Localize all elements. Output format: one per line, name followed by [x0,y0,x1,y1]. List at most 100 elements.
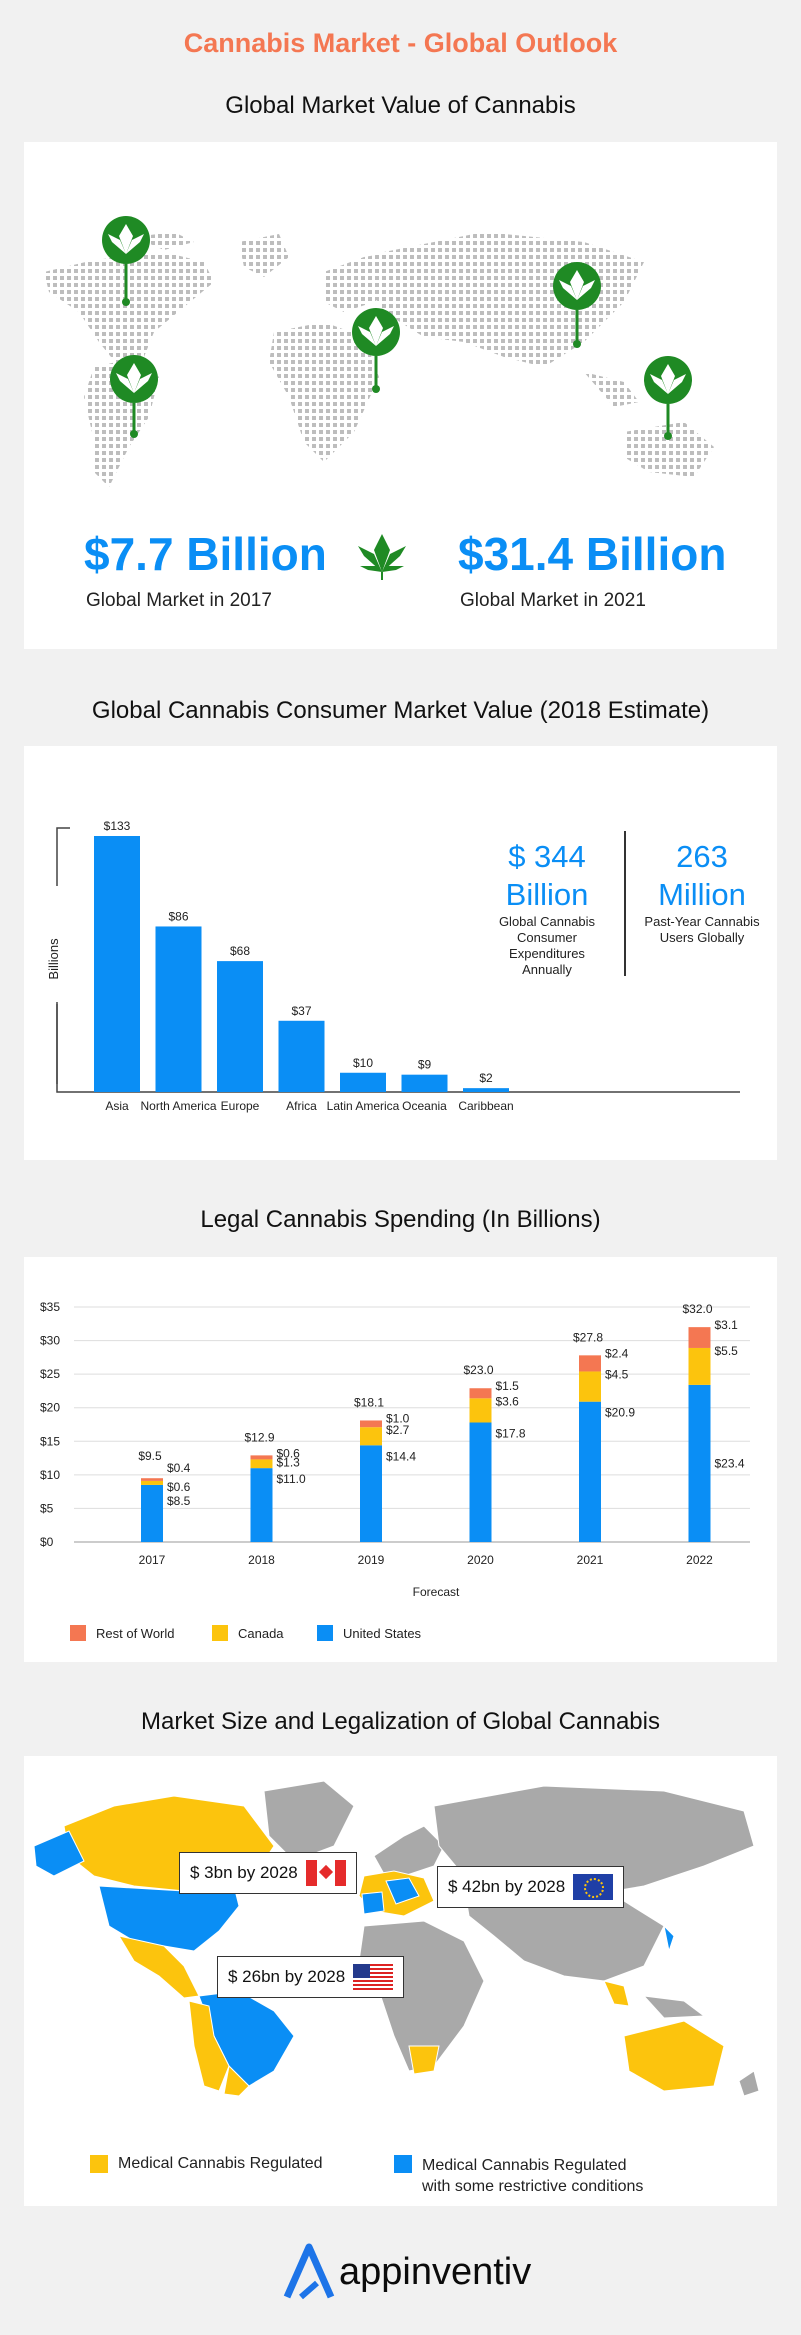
y-tick-label: $25 [40,1367,60,1381]
legend-blue-line1: Medical Cannabis Regulated [422,2157,627,2174]
segment-united-states-2020 [469,1422,492,1542]
spending-stacked-bar-chart: $0$5$10$15$20$25$30$35 $8.5$0.6$0.4$9.52… [40,1300,750,1599]
cannabis-pin-africa-icon [352,308,400,393]
canada-value-label: $3.6 [496,1394,520,1408]
category-label: Oceania [402,1099,447,1113]
cannabis-pin-south-america-icon [110,355,158,438]
stat-expenditure: $ 344 Billion Global Cannabis Consumer E… [486,838,608,978]
canada-value-label: $5.5 [715,1344,739,1358]
y-tick-label: $35 [40,1300,60,1314]
bar-latin-america [340,1072,386,1092]
legend-swatch [317,1625,333,1641]
section-spending-title: Legal Cannabis Spending (In Billions) [200,1206,601,1233]
year-label: 2019 [358,1553,385,1567]
us-value-label: $11.0 [277,1472,306,1486]
year-label: 2020 [467,1553,494,1567]
segment-united-states-2019 [360,1445,382,1542]
legend-medical-regulated: Medical Cannabis Regulated [90,2155,323,2173]
market-2021-label: Global Market in 2021 [460,590,646,611]
bar-oceania [401,1074,448,1092]
bar-value-label: $2 [479,1071,493,1085]
legend-label: Canada [238,1625,284,1641]
legend-blue-label: Medical Cannabis Regulated with some res… [422,2155,643,2197]
y-axis-label: Billions [46,938,61,980]
segment-canada-2020 [469,1398,492,1423]
bar-europe [217,961,263,1092]
legend-swatch-yellow [90,2155,108,2173]
brand-logo[interactable]: appinventiv [283,2243,531,2301]
callout-europe: $ 42bn by 2028 [437,1866,625,1908]
stat-users-caption: Past-Year Cannabis Users Globally [644,914,760,945]
legalization-world-map [33,1780,760,2096]
section-consumer-value-title: Global Cannabis Consumer Market Value (2… [91,697,710,724]
legend-label: Rest of World [96,1625,175,1641]
legend-canada: Canada [212,1625,284,1641]
bar-value-label: $86 [168,909,188,923]
segment-rest-of-world-2017 [141,1478,163,1481]
total-value-label: $27.8 [573,1330,603,1344]
bar-caribbean [463,1088,509,1092]
segment-united-states-2018 [250,1468,273,1542]
row-value-label: $3.1 [715,1318,739,1332]
legend-label: United States [343,1625,422,1641]
dotted-world-map [44,216,714,580]
eu-flag-icon [573,1874,614,1900]
segment-canada-2022 [688,1347,711,1385]
callout-europe-text: $ 42bn by 2028 [448,1877,566,1896]
legend-yellow-label: Medical Cannabis Regulated [118,2155,323,2172]
market-2017-value: $7.7 Billion [84,528,327,580]
y-tick-label: $30 [40,1334,60,1348]
stat-users-number: 263 [676,839,728,874]
bar-value-label: $9 [418,1058,432,1072]
bar-value-label: $133 [104,819,131,833]
segment-united-states-2021 [579,1401,601,1542]
us-value-label: $20.9 [605,1406,635,1420]
bar-asia [94,836,140,1092]
brand-name: appinventiv [339,2250,532,2293]
canada-flag-icon [305,1860,346,1886]
canada-value-label: $1.3 [277,1455,301,1469]
bar-value-label: $10 [353,1056,373,1070]
segment-canada-2017 [141,1480,163,1485]
cannabis-pin-north-america-icon [102,216,150,306]
us-value-label: $14.4 [386,1449,416,1463]
callout-us-text: $ 26bn by 2028 [228,1967,346,1986]
us-value-label: $8.5 [167,1494,191,1508]
row-value-label: $2.4 [605,1346,629,1360]
bar-africa [278,1020,325,1092]
segment-canada-2021 [579,1371,601,1402]
y-tick-label: $10 [40,1468,60,1482]
legend-swatch [212,1625,228,1641]
segment-united-states-2022 [688,1384,711,1542]
market-2021-value: $31.4 Billion [458,528,727,580]
canada-value-label: $0.6 [167,1480,191,1494]
legend-blue-line2: with some restrictive conditions [422,2178,644,2195]
spending-card: $0 $5 $10 $15 $20 $25 $30 $35 $8.5 $0.6 $0.4 $9.5 2… [24,1257,777,1662]
total-value-label: $23.0 [463,1363,493,1377]
stat-divider [624,831,626,976]
stat-users-unit: Million [658,877,746,912]
legend-rest-of-world: Rest of World [70,1625,175,1641]
stat-expenditure-caption: Global Cannabis Consumer Expenditures An… [498,914,596,977]
us-value-label: $23.4 [715,1456,745,1470]
y-tick-label: $5 [40,1501,54,1515]
canada-value-label: $4.5 [605,1367,629,1381]
section-market-value-title: Global Market Value of Cannabis [225,92,576,119]
year-label: 2017 [139,1553,166,1567]
stat-expenditure-number: $ 344 [508,839,586,874]
legend-swatch-blue [394,2155,412,2173]
consumer-market-bar-chart: Billions $133 Asia $86 North America $68 Euro… [38,819,740,1113]
y-label-gap [38,886,78,1002]
cannabis-pin-asia-icon [553,262,601,348]
segment-rest-of-world-2019 [360,1420,382,1428]
total-value-label: $12.9 [244,1430,274,1444]
category-label: Europe [221,1099,260,1113]
bar-value-label: $37 [291,1004,311,1018]
category-label: North America [140,1099,216,1113]
section-legalization-title: Market Size and Legalization of Global C… [141,1708,660,1735]
market-value-card: $7.7 Billion Global Market in 2017 $31.4… [24,142,777,649]
row-value-label: $0.4 [167,1461,191,1475]
cannabis-pin-oceania-icon [644,356,692,440]
y-tick-label: $15 [40,1434,60,1448]
segment-united-states-2017 [141,1484,163,1542]
